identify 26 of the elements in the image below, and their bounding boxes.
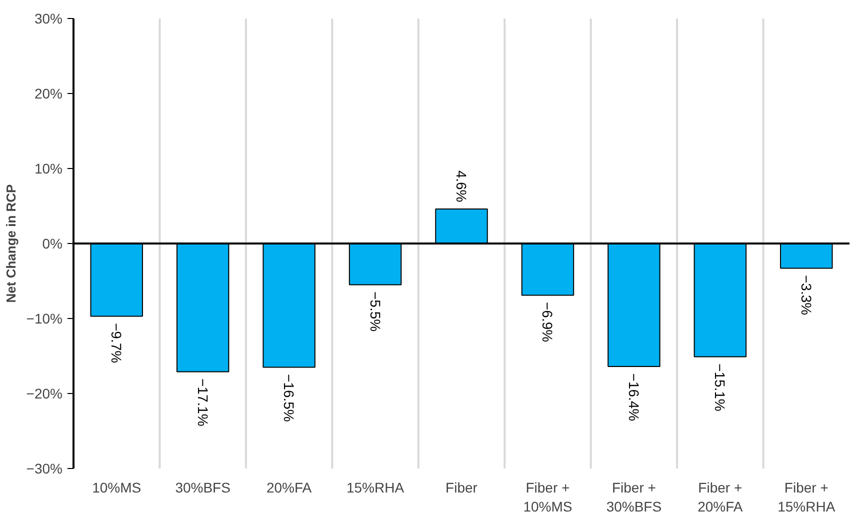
data-label: −5.5%: [367, 292, 384, 332]
data-label: −6.9%: [540, 302, 556, 342]
y-tick-label: −30%: [26, 460, 63, 476]
data-label: −17.1%: [194, 378, 211, 426]
y-tick-label: 30%: [34, 10, 63, 26]
x-tick-label: Fiber + 10%MS: [523, 480, 572, 515]
y-axis-title: Net Change in RCP: [3, 184, 18, 303]
data-label: −3.3%: [798, 275, 814, 316]
x-tick-label: 15%RHA: [346, 480, 405, 496]
x-tick-label: 30%BFS: [175, 480, 230, 496]
y-tick-label: −20%: [26, 386, 63, 402]
y-tick-label: −10%: [26, 310, 63, 326]
data-label: −15.1%: [712, 364, 728, 412]
data-label: 4.6%: [454, 170, 470, 202]
x-tick-label: Fiber + 15%RHA: [778, 480, 836, 515]
data-label: −16.5%: [281, 374, 298, 422]
x-tick-label: Fiber + 20%FA: [698, 480, 744, 515]
x-tick-label: Fiber: [446, 480, 478, 496]
x-tick-label: 20%FA: [266, 480, 312, 496]
y-tick-label: 20%: [34, 86, 63, 102]
data-label: −16.4%: [626, 373, 642, 422]
x-tick-label: Fiber + 30%BFS: [606, 480, 662, 515]
y-tick-label: 0%: [42, 236, 62, 252]
y-tick-label: 10%: [34, 160, 63, 176]
x-tick-label: 10%MS: [92, 480, 142, 496]
data-label: −9.7%: [108, 323, 125, 364]
